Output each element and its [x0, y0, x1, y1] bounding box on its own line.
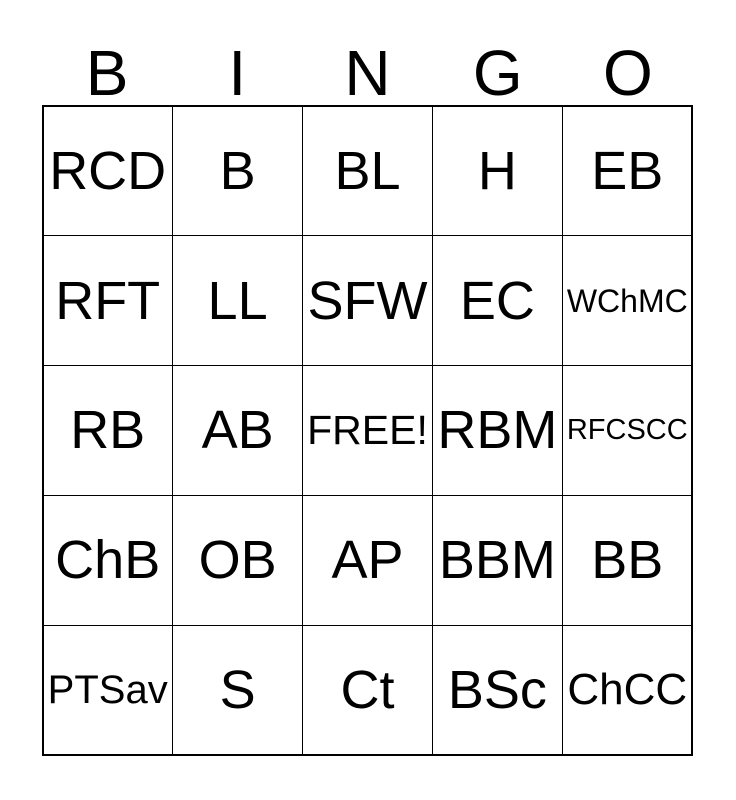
bingo-cell[interactable]: OB [173, 496, 302, 625]
bingo-cell[interactable]: S [173, 626, 302, 755]
cell-label: RCD [49, 140, 167, 201]
cell-label: S [219, 660, 256, 721]
cell-label: AB [201, 400, 274, 461]
cell-label: RBM [437, 400, 558, 461]
bingo-cell[interactable]: AB [173, 366, 302, 495]
bingo-cell[interactable]: EB [563, 106, 692, 235]
bingo-header: B I N G O [42, 0, 693, 105]
bingo-cell[interactable]: RB [43, 366, 172, 495]
header-letter-g: G [472, 37, 523, 109]
header-letter-o: O [603, 37, 653, 109]
bingo-cell[interactable]: RFCSCC [563, 366, 692, 495]
cell-label: BB [591, 530, 664, 591]
cell-label: EC [459, 270, 535, 331]
header-letter-b: B [85, 37, 129, 109]
bingo-cell[interactable]: RFT [43, 236, 172, 365]
cell-label: Ct [340, 660, 395, 721]
cell-label: PTSav [47, 668, 168, 713]
bingo-cell[interactable]: RCD [43, 106, 172, 235]
cell-label: WChMC [566, 282, 688, 319]
cell-label: ChCC [567, 665, 688, 715]
cell-label: SFW [307, 270, 428, 331]
cell-label: RFCSCC [566, 413, 688, 446]
bingo-cell[interactable]: BB [563, 496, 692, 625]
bingo-cell[interactable]: BL [303, 106, 432, 235]
cell-label: ChB [55, 530, 161, 591]
cell-label: OB [198, 530, 277, 591]
bingo-cell[interactable]: ChB [43, 496, 172, 625]
bingo-grid: RCD B BL H EB RFT LL SFW EC WChMC RB AB … [42, 105, 693, 756]
cell-label: B [219, 140, 256, 201]
bingo-cell[interactable]: BSc [433, 626, 562, 755]
free-cell[interactable]: FREE! [303, 366, 432, 495]
header-letter-n: N [344, 37, 391, 109]
bingo-cell[interactable]: PTSav [43, 626, 172, 755]
bingo-cell[interactable]: WChMC [563, 236, 692, 365]
cell-label: FREE! [307, 406, 428, 453]
bingo-cell[interactable]: B [173, 106, 302, 235]
cell-label: LL [207, 270, 268, 331]
cell-label: AP [331, 530, 404, 591]
header-letter-i: I [228, 37, 247, 109]
cell-label: EB [591, 140, 664, 201]
cell-label: RB [70, 400, 146, 461]
bingo-cell[interactable]: RBM [433, 366, 562, 495]
bingo-cell[interactable]: SFW [303, 236, 432, 365]
cell-label: BL [334, 140, 401, 201]
bingo-cell[interactable]: Ct [303, 626, 432, 755]
cell-label: BBM [438, 530, 556, 591]
cell-label: BSc [447, 660, 547, 721]
bingo-cell[interactable]: EC [433, 236, 562, 365]
bingo-cell[interactable]: LL [173, 236, 302, 365]
bingo-cell[interactable]: AP [303, 496, 432, 625]
cell-label: RFT [55, 270, 161, 331]
cell-label: H [477, 140, 517, 201]
bingo-cell[interactable]: H [433, 106, 562, 235]
bingo-cell[interactable]: ChCC [563, 626, 692, 755]
bingo-cell[interactable]: BBM [433, 496, 562, 625]
